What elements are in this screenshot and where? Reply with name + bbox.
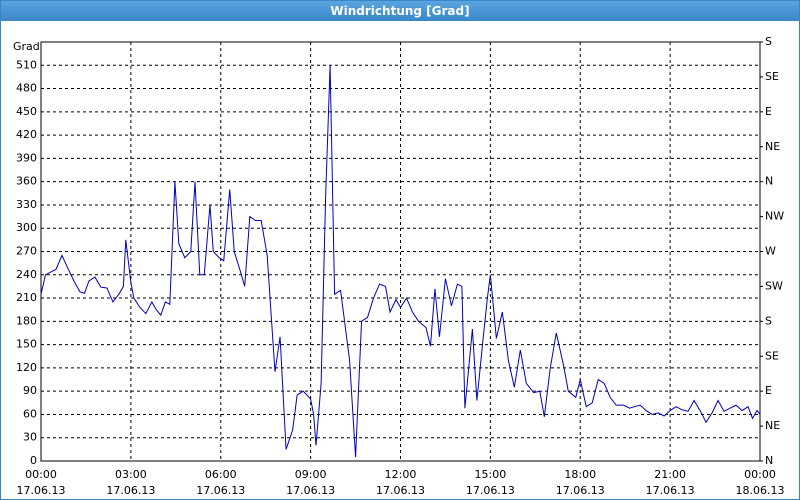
y-tick-label: 480	[16, 82, 37, 95]
x-tick-label: 09:00	[295, 468, 327, 481]
y2-tick-label: NW	[765, 210, 784, 223]
data-line	[40, 65, 761, 458]
y-tick-label: 360	[16, 175, 37, 188]
y2-tick-label: N	[765, 175, 773, 188]
y-tick-label: 270	[16, 245, 37, 258]
y-tick-label: 0	[30, 454, 37, 467]
x-tick-date: 17.06.13	[556, 484, 605, 497]
y-tick-label: 510	[16, 58, 37, 71]
x-tick-date: 17.06.13	[376, 484, 425, 497]
x-tick-date: 17.06.13	[286, 484, 335, 497]
y2-tick-label: E	[765, 105, 772, 118]
x-tick-label: 12:00	[385, 468, 417, 481]
y-tick-label: 300	[16, 221, 37, 234]
y-tick-label: 30	[23, 431, 37, 444]
y-tick-label: 240	[16, 268, 37, 281]
y-tick-label: 450	[16, 105, 37, 118]
x-tick-date: 17.06.13	[466, 484, 515, 497]
y2-tick-label: S	[765, 35, 772, 48]
y2-tick-label: SE	[765, 70, 779, 83]
y-tick-label: 60	[23, 407, 37, 420]
y2-tick-label: S	[765, 314, 772, 327]
y-tick-label: 390	[16, 151, 37, 164]
y2-tick-label: E	[765, 384, 772, 397]
x-tick-date: 18.06.13	[736, 484, 785, 497]
chart: Grad 0 30 60 90 120 150 180 210 240 270 300 330 360 3…	[13, 35, 785, 497]
x-tick-label: 15:00	[475, 468, 507, 481]
x-tick-label: 03:00	[115, 468, 147, 481]
x-tick-date: 17.06.13	[646, 484, 695, 497]
x-tick-date: 17.06.13	[196, 484, 245, 497]
y-tick-label: 90	[23, 384, 37, 397]
y-tick-label: 210	[16, 291, 37, 304]
x-tick-label: 00:00	[744, 468, 776, 481]
y2-tick-label: NE	[765, 140, 780, 153]
y-tick-label: 330	[16, 198, 37, 211]
x-tick-date: 17.06.13	[106, 484, 155, 497]
y2-tick-label: SE	[765, 349, 779, 362]
y2-tick-label: NE	[765, 419, 780, 432]
x-tick-label: 18:00	[564, 468, 596, 481]
y2-tick-label: W	[765, 245, 776, 258]
y-axis-label: Grad	[13, 40, 40, 53]
x-tick-label: 21:00	[654, 468, 686, 481]
y-tick-label: 150	[16, 338, 37, 351]
x-tick-label: 00:00	[25, 468, 57, 481]
y-tick-label: 120	[16, 361, 37, 374]
x-tick-date: 17.06.13	[17, 484, 66, 497]
y-tick-label: 420	[16, 128, 37, 141]
y-tick-label: 180	[16, 314, 37, 327]
x-tick-label: 06:00	[205, 468, 237, 481]
y2-tick-label: SW	[765, 279, 783, 292]
y2-tick-label: N	[765, 454, 773, 467]
title-bar: Windrichtung [Grad]	[1, 1, 799, 21]
